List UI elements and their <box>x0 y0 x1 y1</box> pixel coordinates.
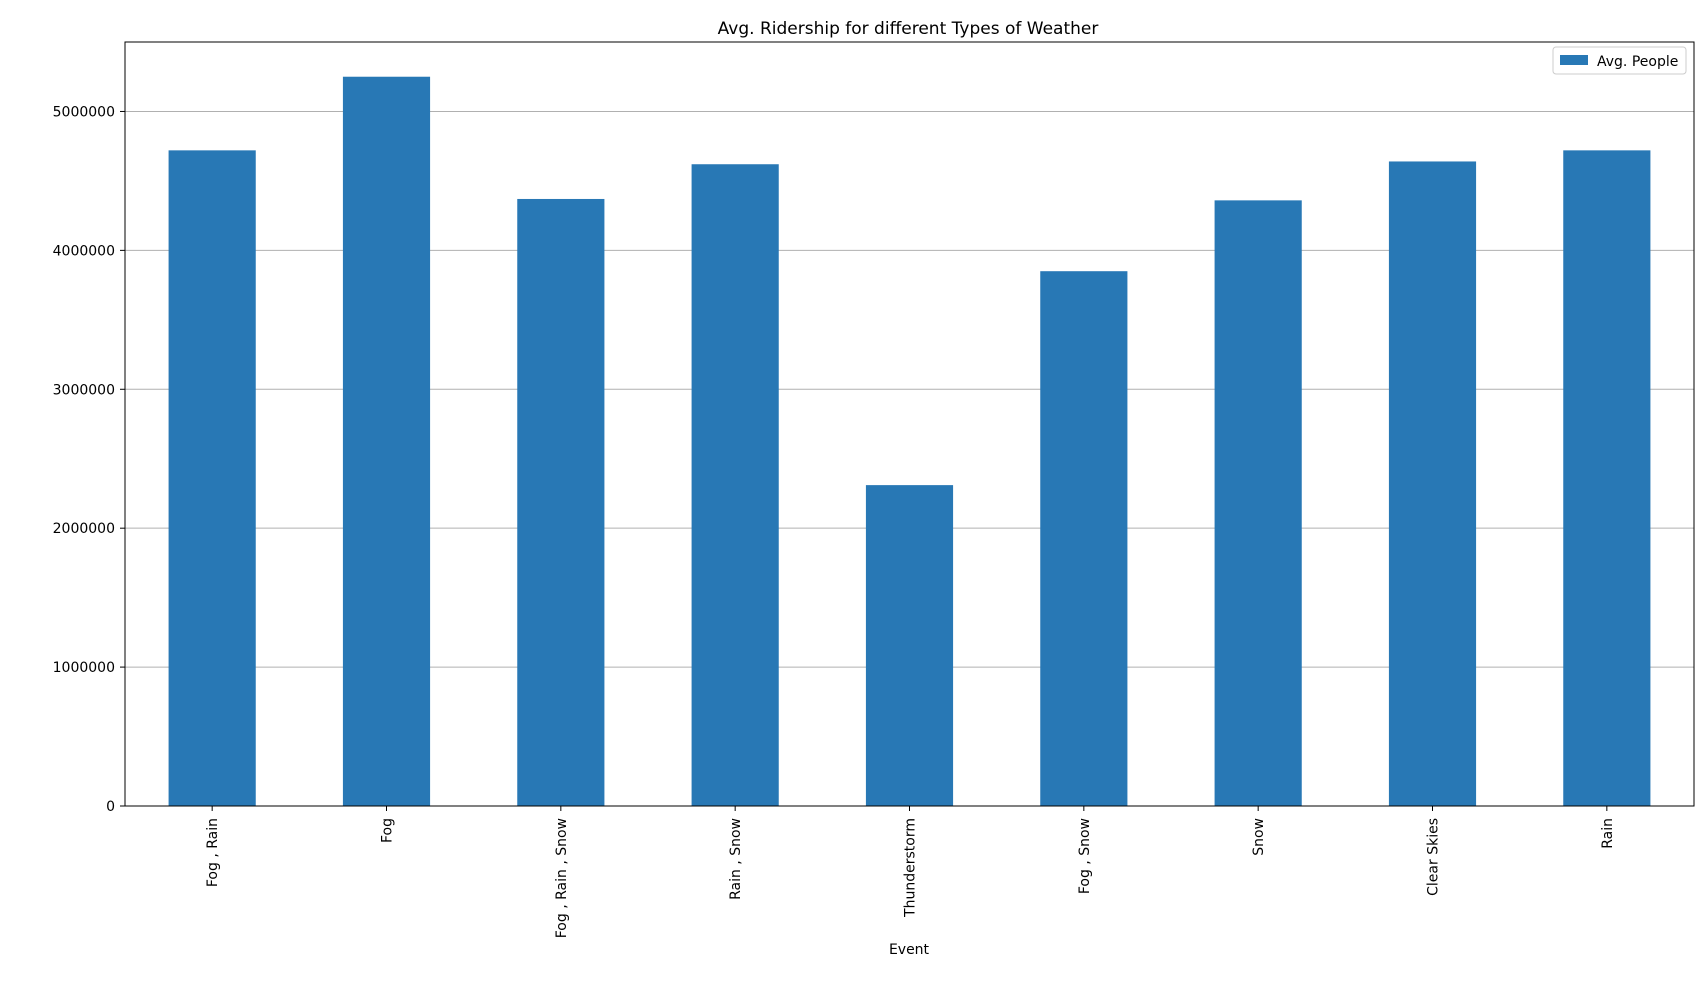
y-tick-label: 5000000 <box>53 104 115 120</box>
x-tick-label: Thunderstorm <box>903 818 919 918</box>
bar <box>517 198 605 806</box>
legend-label: Avg. People <box>1597 54 1678 70</box>
bar <box>1214 200 1302 806</box>
bar <box>1388 161 1477 807</box>
bars <box>168 76 1651 807</box>
x-tick-label: Snow <box>1251 818 1267 856</box>
bar <box>342 76 431 806</box>
x-axis: Fog , Rain Fog Fog , Rain , Snow Rain , Sno… <box>205 806 1616 938</box>
y-tick-label: 2000000 <box>53 521 115 537</box>
x-axis-label: Event <box>889 942 930 958</box>
legend: Avg. People <box>1552 46 1687 75</box>
y-tick-label: 1000000 <box>53 660 115 676</box>
chart-title: Avg. Ridership for different Types of We… <box>718 19 1099 39</box>
x-tick-label: Fog <box>380 818 396 843</box>
x-tick-label: Rain <box>1600 818 1616 849</box>
x-tick-label: Clear Skies <box>1426 818 1442 896</box>
x-tick-label: Fog , Snow <box>1077 818 1093 894</box>
legend-swatch <box>1560 55 1588 65</box>
bar <box>1563 150 1651 806</box>
x-tick-label: Fog , Rain , Snow <box>554 818 570 938</box>
y-tick-label: 3000000 <box>53 382 115 398</box>
x-tick-label: Fog , Rain <box>205 818 221 887</box>
bar <box>1040 271 1128 806</box>
legend-frame <box>1552 46 1687 75</box>
bar <box>168 150 256 806</box>
bar <box>865 485 954 806</box>
bar <box>691 164 779 807</box>
y-tick-label: 4000000 <box>53 243 115 259</box>
y-tick-label: 0 <box>106 799 115 815</box>
y-axis: 0 1000000 2000000 3000000 4000000 5000000 <box>53 104 125 815</box>
x-tick-label: Rain , Snow <box>728 818 744 900</box>
